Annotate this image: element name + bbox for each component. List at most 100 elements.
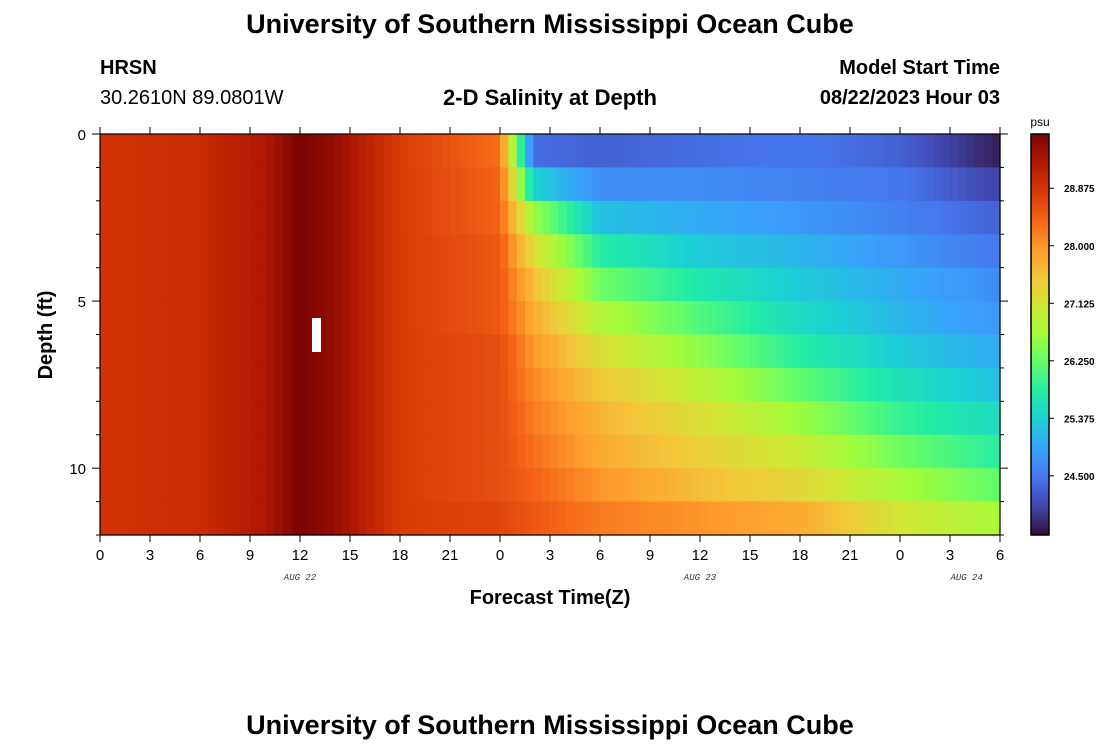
heatmap-cell <box>741 200 751 235</box>
heatmap-cell <box>191 200 201 235</box>
heatmap-cell <box>800 501 809 536</box>
heatmap-cell <box>558 334 568 369</box>
heatmap-cell <box>233 267 243 302</box>
heatmap-cell <box>650 334 659 369</box>
x-axis-label: Forecast Time(Z) <box>470 587 631 609</box>
heatmap-cell <box>583 167 593 202</box>
heatmap-cell <box>725 367 734 402</box>
heatmap-cell <box>133 334 143 369</box>
heatmap-cell <box>616 401 626 436</box>
heatmap-cell <box>933 134 943 169</box>
heatmap-cell <box>591 334 601 369</box>
heatmap-cell <box>450 367 459 402</box>
heatmap-cell <box>225 434 234 469</box>
heatmap-cell <box>350 134 359 169</box>
x-tick-label: 21 <box>442 547 459 564</box>
heatmap-cell <box>783 367 793 402</box>
heatmap-cell <box>400 267 409 302</box>
heatmap-cell <box>850 334 859 369</box>
heatmap-cell <box>591 267 601 302</box>
heatmap-cell <box>141 134 151 169</box>
heatmap-cell <box>566 167 576 202</box>
heatmap-cell <box>950 434 959 469</box>
heatmap-cell <box>341 267 351 302</box>
heatmap-cell <box>600 301 609 336</box>
heatmap-cell <box>766 301 776 336</box>
heatmap-cell <box>991 200 1001 235</box>
heatmap-cell <box>116 367 126 402</box>
heatmap-cell <box>316 167 326 202</box>
heatmap-cell <box>283 267 293 302</box>
heatmap-cell <box>816 234 826 269</box>
heatmap-cell <box>600 200 609 235</box>
heatmap-cell <box>450 267 459 302</box>
heatmap-cell <box>941 334 951 369</box>
heatmap-cell <box>983 234 993 269</box>
heatmap-cell <box>583 367 593 402</box>
heatmap-cell <box>991 167 1001 202</box>
heatmap-cell <box>175 434 184 469</box>
heatmap-cell <box>816 468 826 503</box>
heatmap-cell <box>916 301 926 336</box>
heatmap-cell <box>125 167 134 202</box>
heatmap-cell <box>450 234 459 269</box>
heatmap-cell <box>250 301 259 336</box>
heatmap-cell <box>350 334 359 369</box>
heatmap-cell <box>650 134 659 169</box>
heatmap-cell <box>591 167 601 202</box>
heatmap-cell <box>258 167 268 202</box>
heatmap-cell <box>316 334 326 369</box>
heatmap-cell <box>658 167 668 202</box>
heatmap-cell <box>483 434 493 469</box>
heatmap-cell <box>558 134 568 169</box>
heatmap-cell <box>225 134 234 169</box>
heatmap-cell <box>591 468 601 503</box>
heatmap-cell <box>208 401 218 436</box>
heatmap-cell <box>133 367 143 402</box>
heatmap-cell <box>575 468 584 503</box>
heatmap-cell <box>908 334 918 369</box>
heatmap-cell <box>900 434 909 469</box>
heatmap-cell <box>250 401 259 436</box>
heatmap-cell <box>100 334 109 369</box>
heatmap-cell <box>341 501 351 536</box>
heatmap-cell <box>600 267 609 302</box>
heatmap-cell <box>258 401 268 436</box>
heatmap-cell <box>466 301 476 336</box>
heatmap-cell <box>700 301 709 336</box>
heatmap-cell <box>525 200 534 235</box>
heatmap-cell <box>541 167 551 202</box>
heatmap-cell <box>758 301 768 336</box>
heatmap-cell <box>641 468 651 503</box>
heatmap-cell <box>216 367 226 402</box>
heatmap-cell <box>916 200 926 235</box>
heatmap-cell <box>216 167 226 202</box>
heatmap-cell <box>908 301 918 336</box>
heatmap-cell <box>641 134 651 169</box>
heatmap-cell <box>408 401 418 436</box>
heatmap-cell <box>966 167 976 202</box>
heatmap-cell <box>166 434 176 469</box>
heatmap-cell <box>766 234 776 269</box>
heatmap-cell <box>533 468 543 503</box>
heatmap-cell <box>866 234 876 269</box>
heatmap-cell <box>241 267 251 302</box>
heatmap-cell <box>850 301 859 336</box>
heatmap-cell <box>208 167 218 202</box>
heatmap-cell <box>941 501 951 536</box>
heatmap-cell <box>241 401 251 436</box>
heatmap-cell <box>950 334 959 369</box>
heatmap-cell <box>266 234 276 269</box>
heatmap-cell <box>308 234 318 269</box>
heatmap-cell <box>608 301 618 336</box>
heatmap-cell <box>316 401 326 436</box>
heatmap-cell <box>408 134 418 169</box>
heatmap-cell <box>275 367 284 402</box>
heatmap-cell <box>733 334 743 369</box>
heatmap-cell <box>575 167 584 202</box>
heatmap-cell <box>891 468 901 503</box>
heatmap-cell <box>191 334 201 369</box>
heatmap-cell <box>108 134 118 169</box>
heatmap-cell <box>541 301 551 336</box>
heatmap-cell <box>975 434 984 469</box>
